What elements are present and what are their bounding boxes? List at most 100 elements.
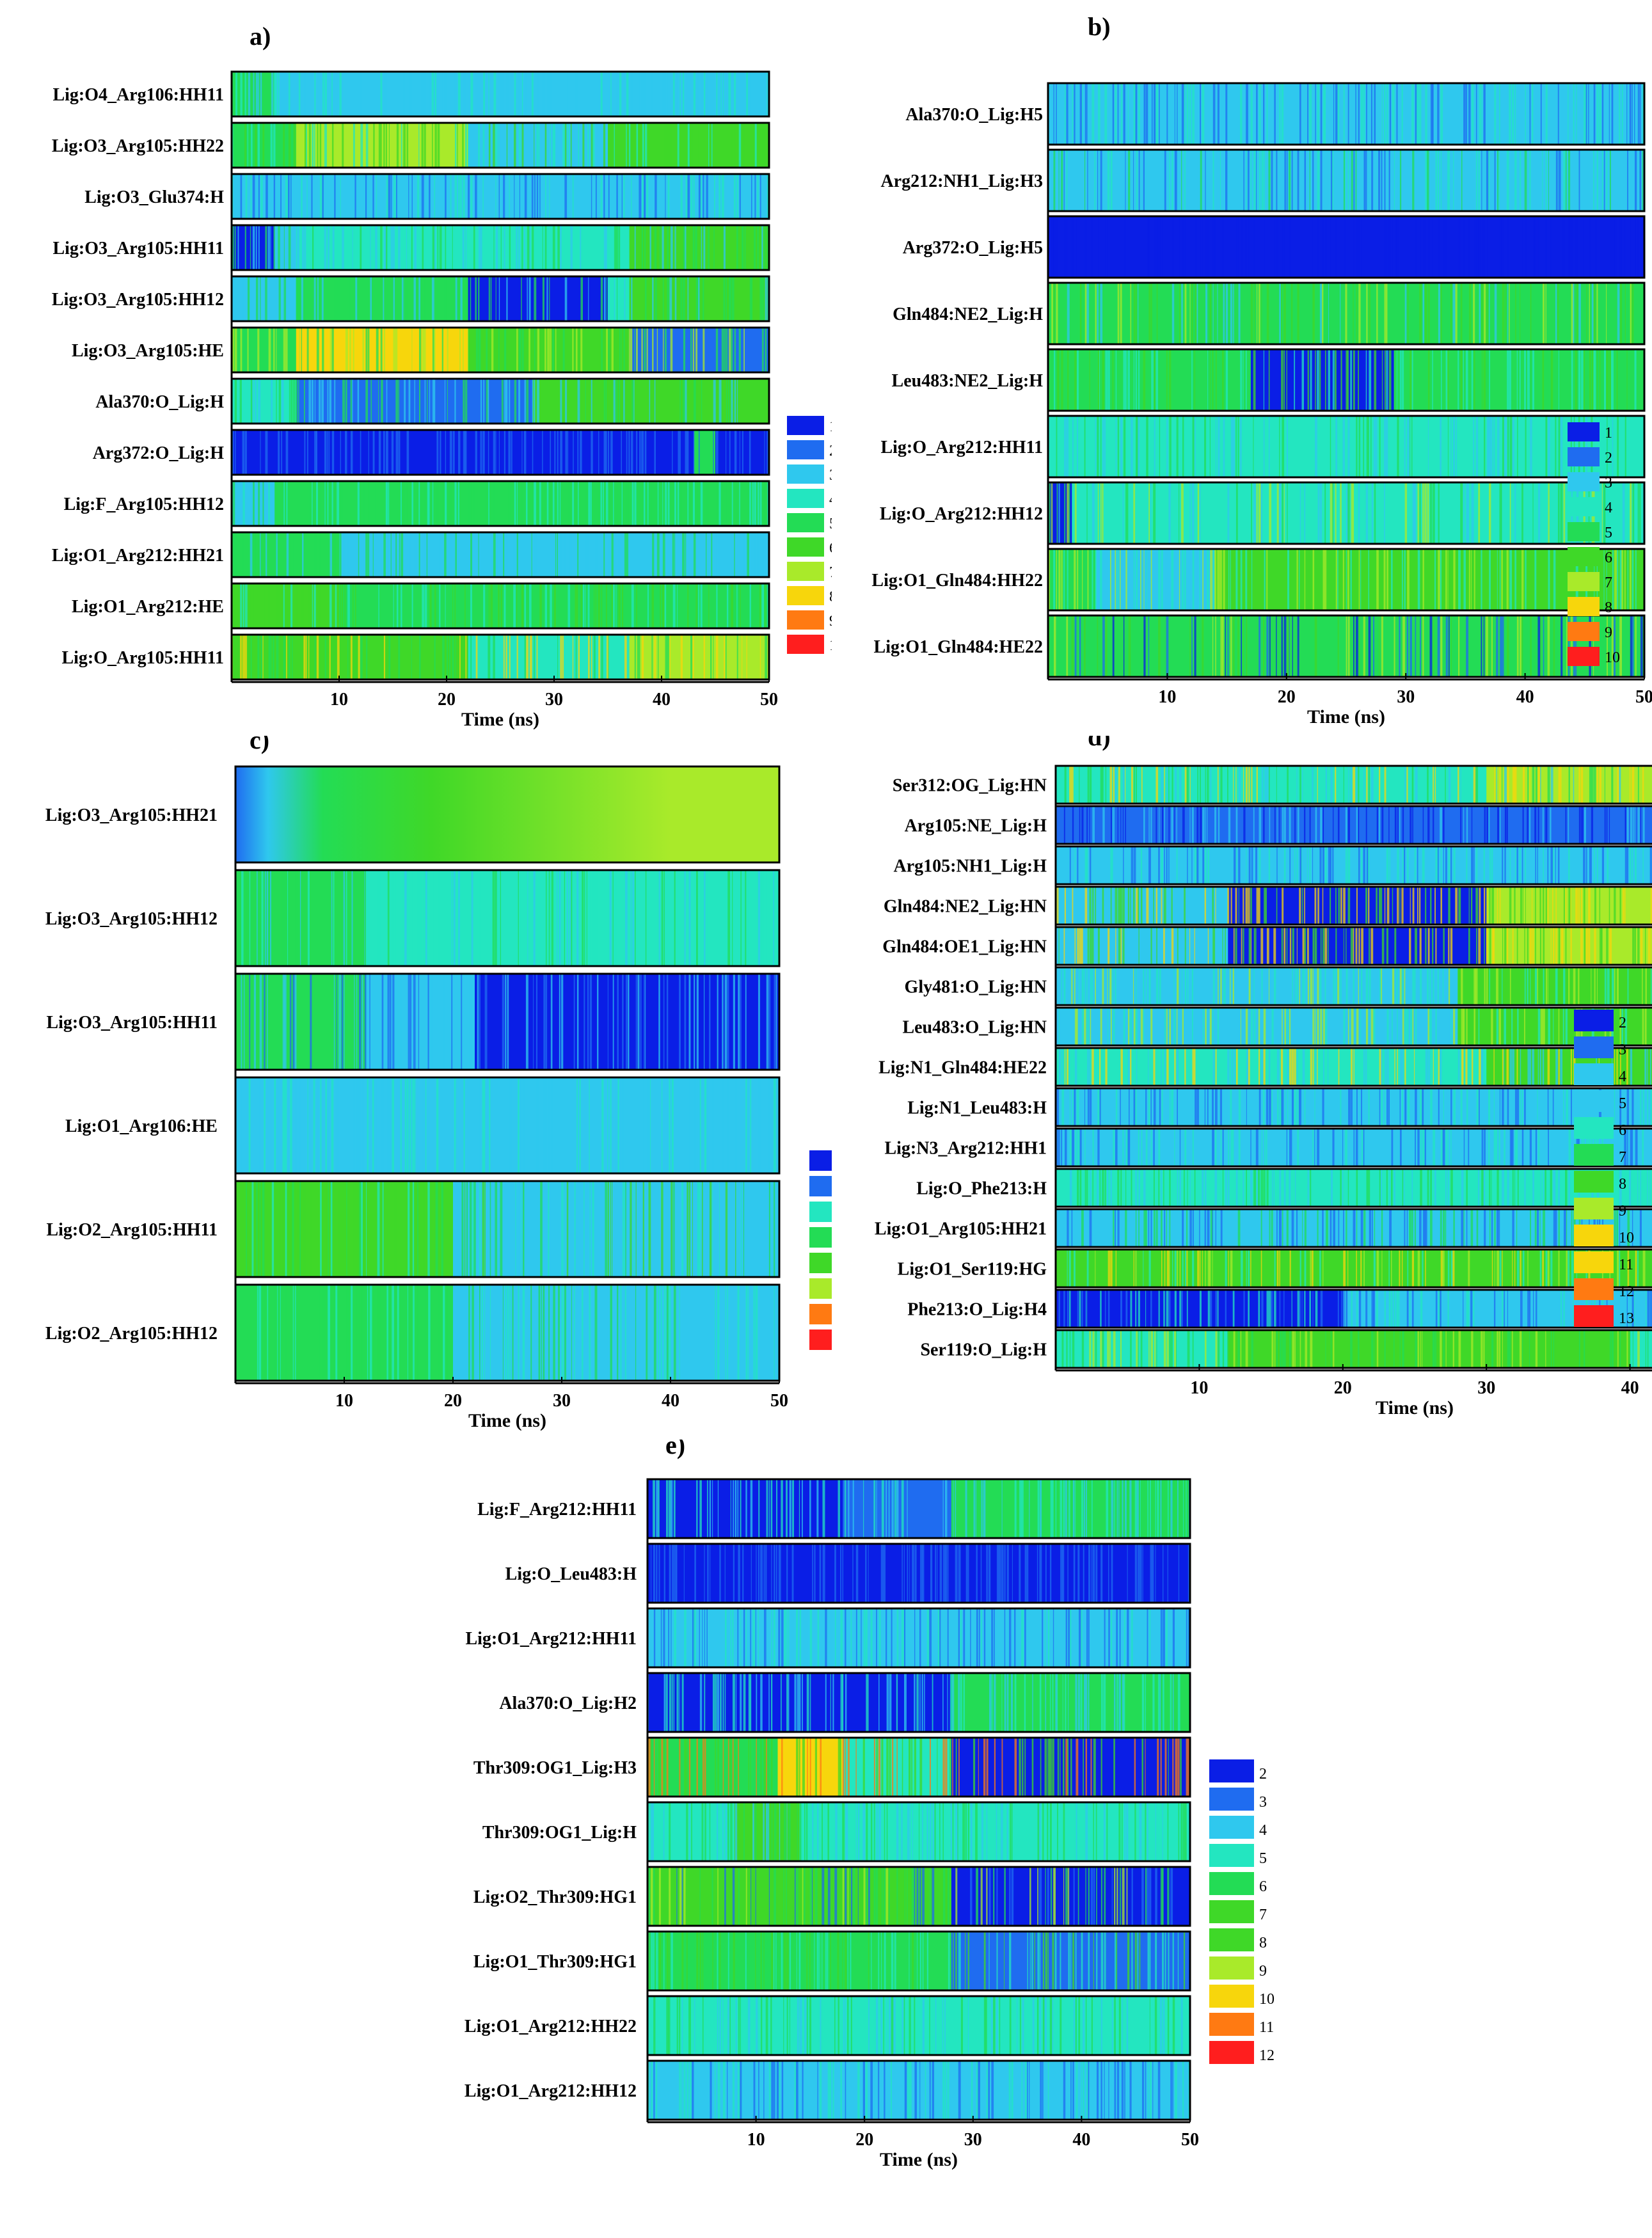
heatmap-stripe	[1593, 150, 1594, 211]
heatmap-stripe	[1276, 887, 1278, 925]
heatmap-stripe	[409, 974, 412, 1070]
heatmap-stripe	[1493, 1048, 1495, 1086]
heatmap-stripe	[1289, 216, 1291, 278]
heatmap-stripe	[1299, 1330, 1301, 1368]
heatmap-stripe	[1585, 846, 1587, 884]
heatmap-stripe	[283, 328, 286, 372]
heatmap-stripe	[1473, 1008, 1475, 1045]
heatmap-stripe	[1437, 967, 1439, 1005]
heatmap-stripe	[327, 481, 329, 526]
heatmap-stripe	[1360, 1008, 1362, 1045]
heatmap-stripe	[455, 276, 457, 321]
heatmap-stripe	[1238, 283, 1241, 344]
heatmap-stripe	[1109, 1330, 1111, 1368]
heatmap-stripe	[367, 532, 370, 577]
heatmap-stripe	[1314, 416, 1317, 477]
heatmap-row	[1054, 1248, 1652, 1289]
heatmap-stripe	[367, 1077, 369, 1173]
heatmap-stripe	[1259, 615, 1261, 677]
heatmap-stripe	[560, 532, 562, 577]
heatmap-stripe	[642, 1077, 644, 1173]
heatmap-stripe	[1291, 1048, 1294, 1086]
heatmap-stripe	[1404, 1209, 1406, 1247]
heatmap-stripe	[1191, 967, 1194, 1005]
heatmap-stripe	[1545, 416, 1548, 477]
heatmap-stripe	[1115, 766, 1117, 804]
heatmap-stripe	[1064, 216, 1067, 278]
heatmap-stripe	[1484, 1129, 1486, 1166]
heatmap-stripe	[1561, 1290, 1562, 1328]
heatmap-stripe	[1607, 615, 1608, 677]
heatmap-stripe	[1584, 1330, 1585, 1368]
heatmap-stripe	[1616, 349, 1618, 411]
heatmap-stripe	[1276, 1330, 1278, 1368]
heatmap-stripe	[1346, 349, 1348, 411]
heatmap-stripe	[488, 583, 490, 628]
heatmap-stripe	[761, 870, 764, 966]
heatmap-stripe	[1135, 1290, 1137, 1328]
heatmap-segment	[296, 123, 469, 168]
heatmap-stripe	[1415, 1330, 1417, 1368]
heatmap-stripe	[1370, 927, 1374, 965]
heatmap-stripe	[745, 870, 747, 966]
heatmap-stripe	[621, 328, 622, 372]
heatmap-stripe	[1415, 1088, 1417, 1126]
heatmap-stripe	[822, 1479, 825, 1538]
heatmap-stripe	[1120, 1290, 1122, 1328]
heatmap-stripe	[1143, 150, 1145, 211]
heatmap-stripe	[1330, 150, 1333, 211]
heatmap-stripe	[1243, 1290, 1245, 1328]
heatmap-stripe	[286, 635, 287, 679]
heatmap-stripe	[1112, 806, 1115, 844]
heatmap-stripe	[1453, 846, 1456, 884]
heatmap-stripe	[1573, 283, 1575, 344]
heatmap-stripe	[693, 72, 696, 116]
heatmap-stripe	[774, 1181, 775, 1277]
heatmap-stripe	[738, 123, 742, 168]
heatmap-stripe	[557, 430, 559, 475]
heatmap-stripe	[1358, 416, 1361, 477]
heatmap-stripe	[1530, 615, 1532, 677]
heatmap-stripe	[1622, 482, 1625, 544]
heatmap-stripe	[1143, 1209, 1147, 1247]
heatmap-stripe	[1547, 766, 1550, 804]
heatmap-stripe	[1524, 927, 1525, 965]
heatmap-stripe	[1591, 766, 1594, 804]
x-tick-label: 40	[1516, 687, 1534, 707]
heatmap-stripe	[1263, 1008, 1266, 1045]
legend-swatch	[787, 464, 824, 484]
heatmap-stripe	[578, 635, 580, 679]
heatmap-stripe	[1504, 1008, 1507, 1045]
heatmap-stripe	[392, 1285, 395, 1381]
heatmap-stripe	[518, 1077, 520, 1173]
heatmap-stripe	[1647, 1169, 1648, 1207]
heatmap-stripe	[524, 635, 527, 679]
heatmap-stripe	[1427, 349, 1430, 411]
heatmap-stripe	[1494, 283, 1497, 344]
heatmap-stripe	[690, 123, 693, 168]
heatmap-stripe	[1521, 1088, 1523, 1126]
heatmap-stripe	[1156, 967, 1159, 1005]
heatmap-stripe	[1347, 1250, 1349, 1287]
heatmap-stripe	[603, 481, 604, 526]
heatmap-stripe	[1123, 846, 1124, 884]
heatmap-stripe	[1430, 1088, 1433, 1126]
heatmap-stripe	[389, 1077, 392, 1173]
heatmap-stripe	[1153, 1088, 1156, 1126]
heatmap-stripe	[1118, 887, 1121, 925]
legend-label: 10	[1619, 1230, 1634, 1246]
heatmap-stripe	[253, 583, 254, 628]
heatmap-stripe	[333, 974, 335, 1070]
heatmap-stripe	[1419, 887, 1421, 925]
heatmap-stripe	[1373, 416, 1376, 477]
heatmap-stripe	[506, 276, 508, 321]
heatmap-stripe	[685, 532, 687, 577]
heatmap-stripe	[1269, 1290, 1271, 1328]
heatmap-stripe	[753, 1285, 755, 1381]
heatmap-stripe	[1415, 766, 1418, 804]
heatmap-stripe	[564, 532, 566, 577]
heatmap-stripe	[488, 276, 490, 321]
heatmap-stripe	[536, 123, 539, 168]
heatmap-stripe	[1481, 150, 1482, 211]
legend-label: 7	[1605, 575, 1612, 591]
